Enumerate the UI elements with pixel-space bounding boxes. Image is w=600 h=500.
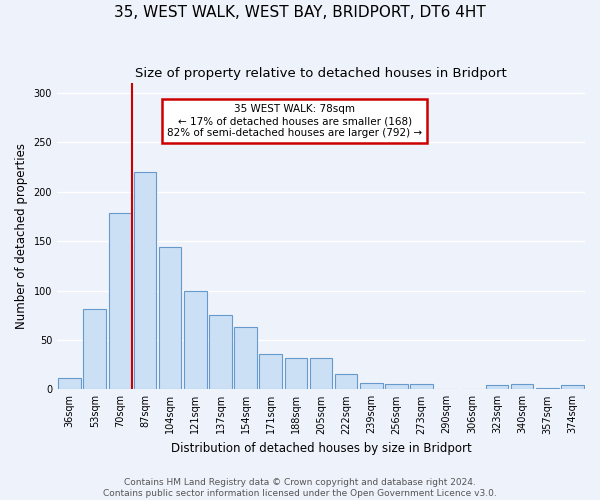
Bar [536, 388, 559, 390]
Bar [259, 354, 282, 390]
Bar [511, 384, 533, 390]
Bar [335, 374, 358, 390]
Bar [234, 327, 257, 390]
Bar [360, 384, 383, 390]
Y-axis label: Number of detached properties: Number of detached properties [15, 143, 28, 329]
Bar [83, 310, 106, 390]
Title: Size of property relative to detached houses in Bridport: Size of property relative to detached ho… [135, 68, 507, 80]
Bar [485, 386, 508, 390]
Bar [109, 214, 131, 390]
Text: 35, WEST WALK, WEST BAY, BRIDPORT, DT6 4HT: 35, WEST WALK, WEST BAY, BRIDPORT, DT6 4… [114, 5, 486, 20]
Bar [284, 358, 307, 390]
Text: Contains HM Land Registry data © Crown copyright and database right 2024.
Contai: Contains HM Land Registry data © Crown c… [103, 478, 497, 498]
Bar [561, 386, 584, 390]
Text: 35 WEST WALK: 78sqm
← 17% of detached houses are smaller (168)
82% of semi-detac: 35 WEST WALK: 78sqm ← 17% of detached ho… [167, 104, 422, 138]
Bar [410, 384, 433, 390]
X-axis label: Distribution of detached houses by size in Bridport: Distribution of detached houses by size … [170, 442, 472, 455]
Bar [310, 358, 332, 390]
Bar [159, 247, 181, 390]
Bar [58, 378, 81, 390]
Bar [134, 172, 157, 390]
Bar [184, 290, 206, 390]
Bar [385, 384, 408, 390]
Bar [209, 315, 232, 390]
